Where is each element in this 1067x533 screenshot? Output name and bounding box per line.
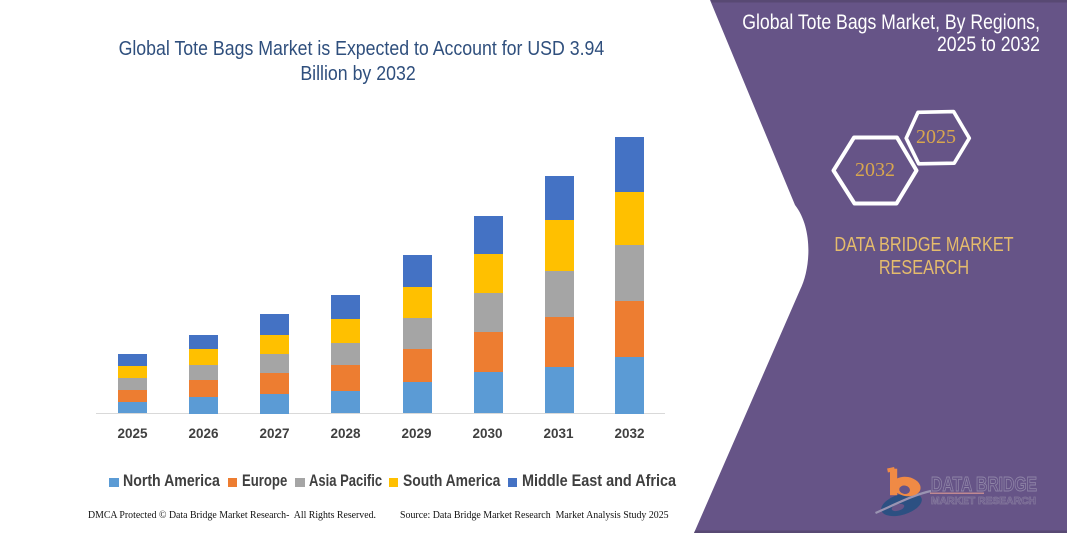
svg-text:DATA BRIDGE: DATA BRIDGE: [931, 474, 1037, 496]
svg-text:2032: 2032: [855, 159, 895, 181]
svg-text:2025: 2025: [916, 126, 956, 148]
svg-text:MARKET RESEARCH: MARKET RESEARCH: [931, 495, 1036, 507]
